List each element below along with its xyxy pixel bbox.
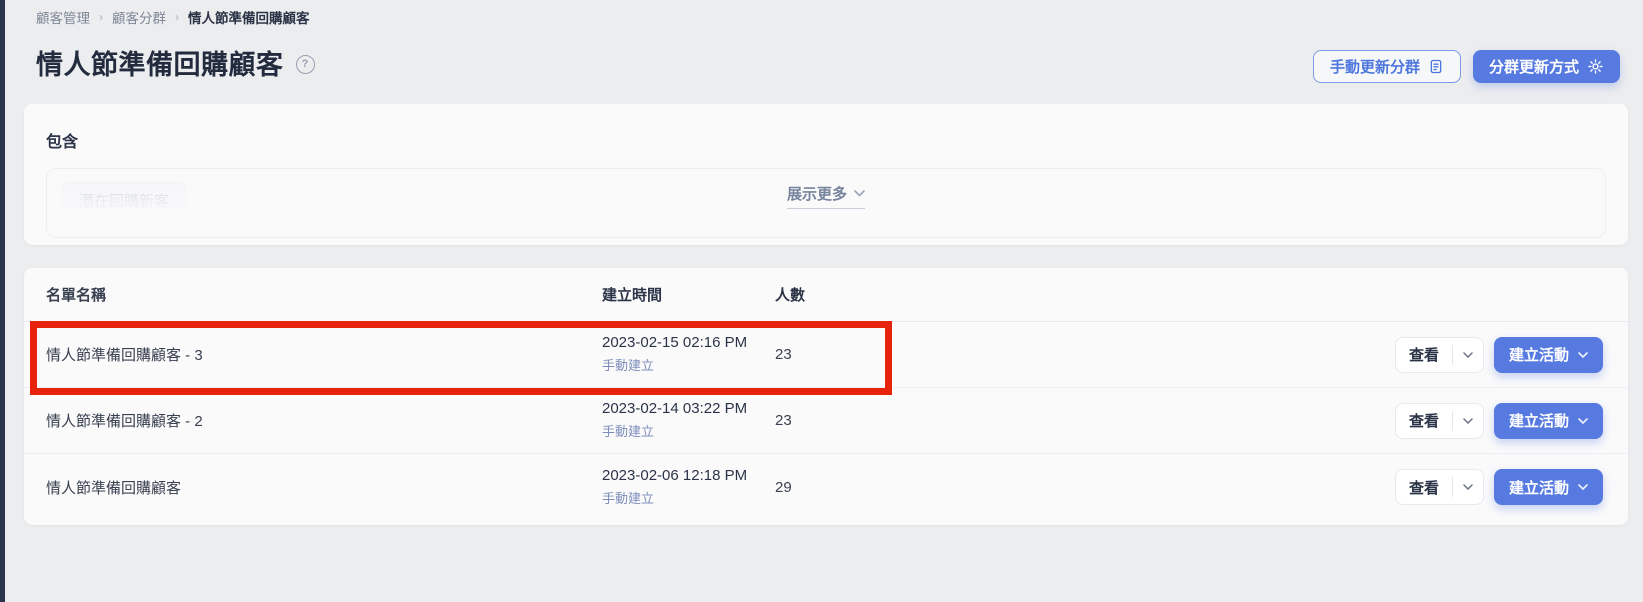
fade-overlay bbox=[47, 169, 1605, 237]
chevron-down-icon bbox=[1578, 351, 1588, 358]
breadcrumb: 顧客管理 › 顧客分群 › 情人節準備回購顧客 bbox=[36, 7, 310, 27]
segment-lists-table: 名單名稱 建立時間 人數 情人節準備回購顧客 - 3 2023-02-15 02… bbox=[24, 268, 1628, 525]
view-button-label: 查看 bbox=[1408, 479, 1439, 497]
button-divider bbox=[1451, 344, 1453, 365]
show-more-label: 展示更多 bbox=[786, 186, 848, 203]
table-header-row: 名單名稱 建立時間 人數 bbox=[24, 268, 1628, 322]
button-divider bbox=[1451, 410, 1453, 431]
view-split-button[interactable]: 查看 bbox=[1394, 469, 1484, 505]
clipboard-icon bbox=[1428, 58, 1444, 75]
created-by-link[interactable]: 手動建立 bbox=[602, 424, 655, 439]
created-by-link[interactable]: 手動建立 bbox=[602, 358, 655, 373]
member-count: 23 bbox=[775, 412, 792, 429]
table-row: 情人節準備回購顧客 - 3 2023-02-15 02:16 PM 手動建立 2… bbox=[24, 322, 1628, 388]
breadcrumb-customer-segments[interactable]: 顧客分群 bbox=[112, 11, 166, 26]
segment-conditions-card: 包含 潛在回購新客 展示更多 bbox=[24, 104, 1628, 245]
list-name: 情人節準備回購顧客 bbox=[46, 479, 182, 497]
created-cell: 2023-02-14 03:22 PM 手動建立 bbox=[602, 399, 775, 442]
created-by-link[interactable]: 手動建立 bbox=[602, 490, 655, 506]
breadcrumb-customer-management[interactable]: 顧客管理 bbox=[36, 11, 90, 26]
button-divider bbox=[1451, 477, 1453, 497]
conditions-preview-box: 潛在回購新客 展示更多 bbox=[46, 168, 1606, 238]
created-at: 2023-02-14 03:22 PM bbox=[602, 400, 748, 417]
created-at: 2023-02-15 02:16 PM bbox=[602, 334, 748, 351]
view-button-label: 查看 bbox=[1408, 347, 1439, 364]
manual-update-segment-button[interactable]: 手動更新分群 bbox=[1312, 50, 1461, 83]
row-actions: 查看 建立活動 bbox=[1394, 402, 1603, 439]
view-dropdown-toggle[interactable] bbox=[1453, 484, 1483, 490]
create-campaign-label: 建立活動 bbox=[1508, 413, 1569, 430]
member-count: 23 bbox=[775, 346, 792, 363]
view-split-button[interactable]: 查看 bbox=[1394, 336, 1484, 373]
conditions-section-label: 包含 bbox=[46, 134, 79, 151]
view-button-label: 查看 bbox=[1408, 413, 1439, 430]
list-name: 情人節準備回購顧客 - 3 bbox=[46, 347, 203, 364]
create-campaign-button[interactable]: 建立活動 bbox=[1493, 336, 1603, 373]
table-row: 情人節準備回購顧客 - 2 2023-02-14 03:22 PM 手動建立 2… bbox=[24, 388, 1628, 454]
view-dropdown-toggle[interactable] bbox=[1453, 417, 1483, 424]
table-row: 情人節準備回購顧客 2023-02-06 12:18 PM 手動建立 29 查看… bbox=[24, 454, 1628, 520]
view-dropdown-toggle[interactable] bbox=[1453, 351, 1483, 358]
sidebar-edge-strip bbox=[0, 0, 5, 602]
breadcrumb-current-page: 情人節準備回購顧客 bbox=[188, 11, 310, 26]
create-campaign-button[interactable]: 建立活動 bbox=[1493, 402, 1603, 439]
breadcrumb-separator-icon: › bbox=[175, 10, 179, 24]
segment-update-method-button[interactable]: 分群更新方式 bbox=[1472, 50, 1620, 83]
manual-update-segment-label: 手動更新分群 bbox=[1329, 59, 1420, 76]
segment-update-method-label: 分群更新方式 bbox=[1488, 59, 1579, 76]
page-title: 情人節準備回購顧客 bbox=[36, 50, 284, 80]
member-count: 29 bbox=[775, 478, 792, 496]
created-cell: 2023-02-15 02:16 PM 手動建立 bbox=[602, 333, 775, 376]
list-name: 情人節準備回購顧客 - 2 bbox=[46, 413, 203, 430]
chevron-down-icon bbox=[1578, 484, 1588, 490]
create-campaign-button[interactable]: 建立活動 bbox=[1493, 469, 1603, 505]
view-split-button[interactable]: 查看 bbox=[1394, 402, 1484, 439]
create-campaign-label: 建立活動 bbox=[1508, 479, 1569, 497]
header-actions: 手動更新分群 分群更新方式 bbox=[1312, 50, 1620, 83]
column-header-created-at: 建立時間 bbox=[602, 287, 663, 304]
chevron-down-icon bbox=[1578, 417, 1588, 424]
show-more-button[interactable]: 展示更多 bbox=[786, 183, 866, 209]
page-header: 情人節準備回購顧客 ? bbox=[36, 43, 315, 82]
column-header-name: 名單名稱 bbox=[46, 287, 107, 304]
column-header-count: 人數 bbox=[775, 287, 806, 304]
created-at: 2023-02-06 12:18 PM bbox=[602, 466, 748, 484]
breadcrumb-separator-icon: › bbox=[99, 10, 103, 24]
help-icon[interactable]: ? bbox=[295, 54, 315, 74]
chevron-down-icon bbox=[854, 190, 865, 197]
create-campaign-label: 建立活動 bbox=[1508, 347, 1569, 364]
row-actions: 查看 建立活動 bbox=[1394, 469, 1603, 505]
created-cell: 2023-02-06 12:18 PM 手動建立 bbox=[602, 466, 775, 509]
row-actions: 查看 建立活動 bbox=[1394, 336, 1603, 373]
gear-icon bbox=[1587, 58, 1604, 75]
